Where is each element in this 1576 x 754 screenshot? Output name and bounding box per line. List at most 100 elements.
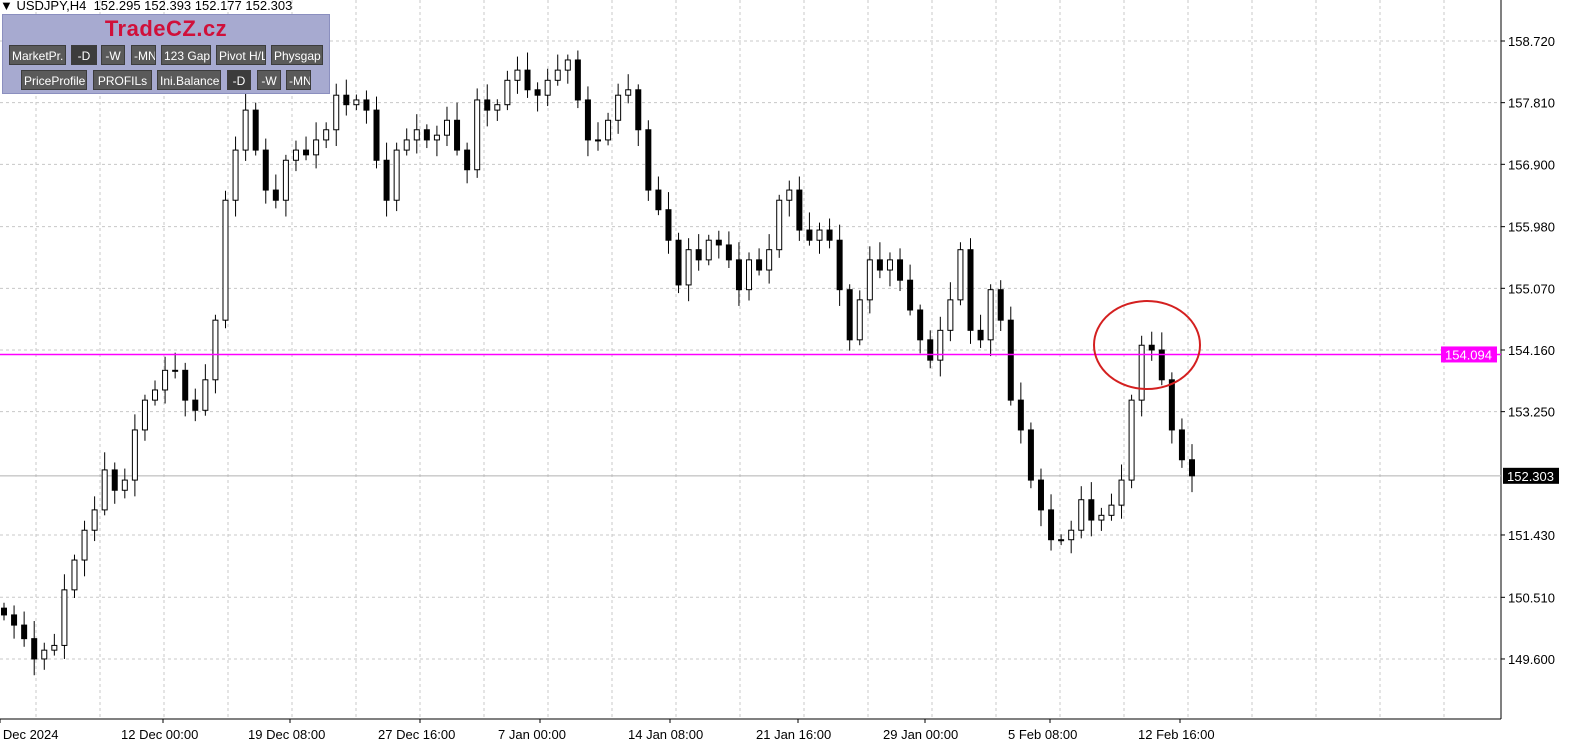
candle: [735, 242, 742, 306]
profils-button[interactable]: PROFILs: [93, 70, 152, 90]
candle: [615, 83, 622, 134]
candle: [121, 468, 128, 499]
marketpr-day-button[interactable]: -D: [71, 45, 97, 65]
candle-body: [81, 529, 88, 561]
candle: [393, 142, 400, 212]
x-tick-label: 21 Jan 16:00: [756, 727, 831, 742]
candle: [1138, 335, 1145, 417]
candle-body: [313, 139, 320, 156]
candle-body: [635, 89, 642, 131]
candle-body: [121, 479, 128, 491]
candle: [554, 54, 561, 86]
candle: [534, 82, 541, 112]
x-tick-label: 14 Jan 08:00: [628, 727, 703, 742]
candle-body: [292, 149, 299, 161]
candle-body: [584, 99, 591, 141]
candle-body: [1048, 509, 1055, 541]
physgap-button[interactable]: Physgap: [271, 45, 323, 65]
candle-body: [917, 309, 924, 341]
x-tick-label: 5 Feb 08:00: [1008, 727, 1077, 742]
candle-body: [403, 139, 410, 151]
candle-body: [957, 249, 964, 301]
candle: [303, 136, 310, 161]
candle: [71, 554, 78, 598]
x-tick-label: 4 Dec 2024: [0, 727, 59, 742]
candle-body: [705, 239, 712, 261]
ib-week-button[interactable]: -W: [257, 70, 281, 90]
candle-body: [333, 94, 340, 131]
brand-logo: TradeCZ.cz: [104, 16, 228, 41]
candle-body: [776, 199, 783, 251]
gap-button[interactable]: 123 Gap: [161, 45, 211, 65]
candle: [957, 242, 964, 306]
pivot-button[interactable]: Pivot H/L: [216, 45, 266, 65]
candle: [625, 74, 632, 104]
candle-body: [363, 99, 370, 111]
candle: [1068, 520, 1075, 554]
candle: [564, 54, 571, 84]
candle: [1128, 394, 1135, 489]
candle-body: [61, 589, 68, 646]
inibalance-button[interactable]: Ini.Balance: [157, 70, 221, 90]
candle: [51, 633, 58, 656]
candle-body: [876, 259, 883, 271]
ib-day-button[interactable]: -D: [227, 70, 251, 90]
candle-body: [1118, 479, 1125, 506]
candle-body: [484, 99, 491, 111]
bid-label: 152.303: [1507, 469, 1554, 484]
candle-body: [383, 159, 390, 201]
candle: [524, 52, 531, 98]
candle-body: [1128, 399, 1135, 481]
marketpr-button[interactable]: MarketPr.: [9, 45, 66, 65]
candle: [897, 248, 904, 292]
candle-body: [826, 229, 833, 241]
candle: [343, 79, 350, 116]
candle-body: [514, 69, 521, 81]
symbol-label: USDJPY,H4: [16, 0, 87, 13]
candle-body: [866, 259, 873, 301]
candle: [282, 154, 289, 217]
priceprofile-button[interactable]: PriceProfile: [21, 70, 87, 90]
candle: [131, 414, 138, 497]
candle: [272, 174, 279, 209]
candle-body: [1027, 429, 1034, 481]
candle-body: [1108, 504, 1115, 516]
marketpr-week-button[interactable]: -W: [101, 45, 125, 65]
candle-body: [735, 259, 742, 291]
candle: [806, 212, 813, 246]
candle: [1078, 486, 1085, 539]
candle: [816, 222, 823, 254]
candle: [1027, 422, 1034, 489]
candle: [353, 94, 360, 111]
candle-body: [172, 369, 179, 372]
candle: [1189, 444, 1195, 493]
candle: [504, 70, 511, 111]
candle-body: [937, 329, 944, 361]
candle: [1007, 306, 1014, 406]
candle-body: [141, 399, 148, 431]
candle: [433, 125, 440, 157]
candle: [474, 88, 481, 178]
candle-body: [192, 399, 199, 411]
candle-body: [806, 229, 813, 241]
marketpr-month-button[interactable]: -MN: [131, 45, 156, 65]
x-tick-label: 7 Jan 00:00: [498, 727, 566, 742]
candle: [222, 190, 229, 329]
candle-body: [987, 289, 994, 341]
candle: [605, 112, 612, 146]
ib-month-button[interactable]: -MN: [286, 70, 311, 90]
candle: [494, 99, 501, 121]
candle-body: [856, 299, 863, 341]
candle: [937, 316, 944, 377]
candle: [292, 140, 299, 172]
y-tick-label: 151.430: [1508, 528, 1555, 543]
y-tick-label: 154.160: [1508, 343, 1555, 358]
candle-body: [534, 89, 541, 96]
candle: [182, 362, 189, 417]
candle: [574, 50, 581, 109]
candle: [192, 388, 199, 422]
candle: [313, 122, 320, 169]
candle-body: [474, 99, 481, 171]
candle: [756, 248, 763, 276]
